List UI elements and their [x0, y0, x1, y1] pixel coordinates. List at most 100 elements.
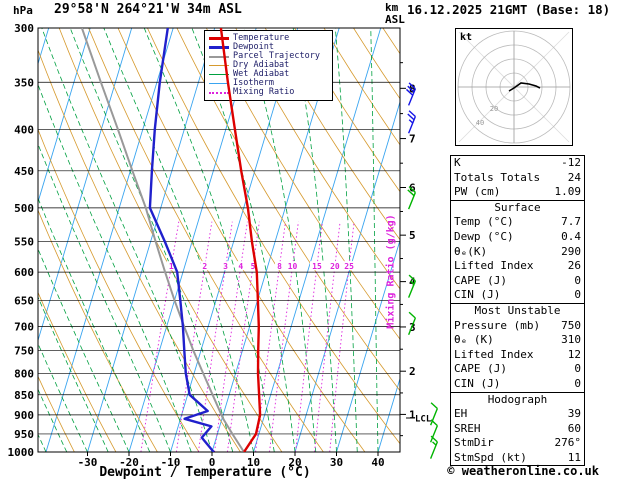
chart-legend: Temperature Dewpoint Parcel Trajectory Dry … [204, 30, 333, 101]
mixing-ratio-value-label: 2 [202, 262, 207, 271]
index-row: Dewp (°C) 0.4 [451, 230, 584, 245]
index-value: 26 [567, 259, 581, 273]
index-row: Totals Totals 24 [451, 171, 584, 186]
mixing-ratio-line [329, 221, 355, 452]
indices-panel: K -12 Totals Totals 24 PW (cm) 1.09 Surface Tem… [450, 155, 585, 467]
isotherm-line [336, 238, 400, 452]
index-label: CIN (J) [454, 288, 501, 302]
x-tick-label: 20 [288, 456, 301, 469]
station-title: 29°58'N 264°21'W 34m ASL [54, 2, 242, 17]
indices-group: Most Unstable Pressure (mb) 750 θₑ (K) 310 Li… [451, 302, 584, 392]
dry-adiabat-line [38, 375, 75, 452]
hodograph-trace [508, 82, 541, 92]
index-row: CIN (J) 0 [451, 288, 584, 303]
lcl-label: LCL [415, 415, 432, 425]
index-value: 0 [574, 362, 581, 376]
mixing-ratio-value-label: 4 [238, 262, 243, 271]
mixing-ratio-labels: 1 2 3 4 5 8 10 15 20 25 [166, 261, 357, 271]
mixing-ratio-line [269, 221, 299, 452]
legend-label: Mixing Ratio [233, 87, 295, 97]
index-label: Pressure (mb) [454, 318, 541, 332]
legend-swatch [209, 37, 229, 40]
mixing-ratio-line [175, 221, 213, 452]
km-tick-label: 4 [409, 276, 416, 289]
indices-group: Surface Temp (°C) 7.7 Dewp (°C) 0.4 θₑ(K) 290 L… [451, 199, 584, 303]
index-value: 310 [561, 333, 581, 347]
index-row: K -12 [451, 156, 584, 171]
index-value: 0.4 [561, 229, 581, 243]
pressure-tick-label: 350 [14, 76, 34, 89]
index-value: 60 [567, 421, 581, 435]
mixing-ratio-value-label: 1 [169, 262, 174, 271]
pressure-tick-label: 850 [14, 389, 34, 402]
dry-adiabat-line [442, 28, 450, 452]
pressure-tick-label: 950 [14, 428, 34, 441]
index-value: 7.7 [561, 215, 581, 229]
index-value: 0 [574, 273, 581, 287]
dry-adiabat-line [264, 28, 400, 241]
altitude-unit-label: km ASL [385, 2, 405, 26]
x-tick-label: 10 [247, 456, 260, 469]
pressure-unit-label: hPa [13, 4, 33, 17]
index-row: PW (cm) 1.09 [451, 185, 584, 200]
dry-adiabat-line [412, 28, 450, 452]
mixing-ratio-line [226, 221, 260, 452]
wet-adiabat-line [0, 28, 5, 452]
pressure-tick-label: 650 [14, 294, 34, 307]
km-tick-label: 2 [409, 365, 416, 378]
wet-adiabat-line [370, 28, 379, 452]
x-tick-label: 30 [330, 456, 343, 469]
index-row: θₑ(K) 290 [451, 245, 584, 260]
pressure-tick-label: 750 [14, 345, 34, 358]
index-label: Temp (°C) [454, 215, 514, 229]
index-row: SREH 60 [451, 422, 584, 437]
x-tick-label: 40 [371, 456, 384, 469]
isotherm-line [377, 377, 400, 452]
pressure-tick-label: 550 [14, 235, 34, 248]
index-label: CIN (J) [454, 376, 501, 390]
km-tick-label: 1 [409, 408, 416, 421]
pressure-tick-label: 600 [14, 266, 34, 279]
index-value: 276° [554, 436, 582, 450]
mixing-ratio-value-label: 10 [288, 262, 298, 271]
km-tick-label: 5 [409, 229, 416, 242]
index-label: θₑ(K) [454, 244, 488, 258]
mixing-ratio-value-label: 3 [223, 262, 228, 271]
legend-item: Mixing Ratio [209, 88, 328, 97]
index-value: 24 [567, 170, 581, 184]
index-label: Lifted Index [454, 259, 534, 273]
index-row: EH 39 [451, 407, 584, 422]
legend-swatch [209, 46, 229, 49]
index-row: StmSpd (kt) 11 [451, 451, 584, 466]
isotherm-line [45, 28, 174, 452]
indices-group: Hodograph EH 39 SREH 60 StmDir 276° StmSpd (kt)… [451, 391, 584, 466]
index-label: StmSpd (kt) [454, 450, 527, 464]
mixing-ratio-value-label: 15 [312, 262, 322, 271]
dry-adiabat-line [323, 28, 400, 146]
hodograph-unit-label: kt [460, 32, 473, 43]
indices-section-header: Surface [494, 200, 541, 214]
hodograph-ring-label: 20 [490, 105, 498, 113]
x-tick-label: -20 [119, 456, 139, 469]
index-label: Totals Totals [454, 170, 541, 184]
km-tick-label: 6 [409, 181, 416, 194]
index-row: θₑ (K) 310 [451, 333, 584, 348]
indices-group: K -12 Totals Totals 24 PW (cm) 1.09 [451, 156, 584, 200]
isotherm-line [294, 100, 400, 452]
index-row: Lifted Index 12 [451, 348, 584, 363]
index-label: EH [454, 407, 468, 421]
legend-label: Parcel Trajectory [233, 51, 320, 61]
mixing-ratio-value-label: 25 [344, 262, 354, 271]
index-label: K [454, 156, 461, 169]
index-value: 11 [567, 450, 581, 464]
index-label: Dewp (°C) [454, 229, 514, 243]
km-tick-label: 8 [409, 82, 416, 95]
index-row: Temp (°C) 7.7 [451, 215, 584, 230]
hodograph-ring-label: 40 [476, 119, 484, 127]
legend-swatch [209, 55, 229, 58]
mixing-ratio-axis-label: Mixing Ratio (g/kg) [385, 214, 397, 329]
index-value: 1.09 [554, 185, 582, 199]
x-tick-label: -10 [161, 456, 181, 469]
index-label: SREH [454, 421, 481, 435]
